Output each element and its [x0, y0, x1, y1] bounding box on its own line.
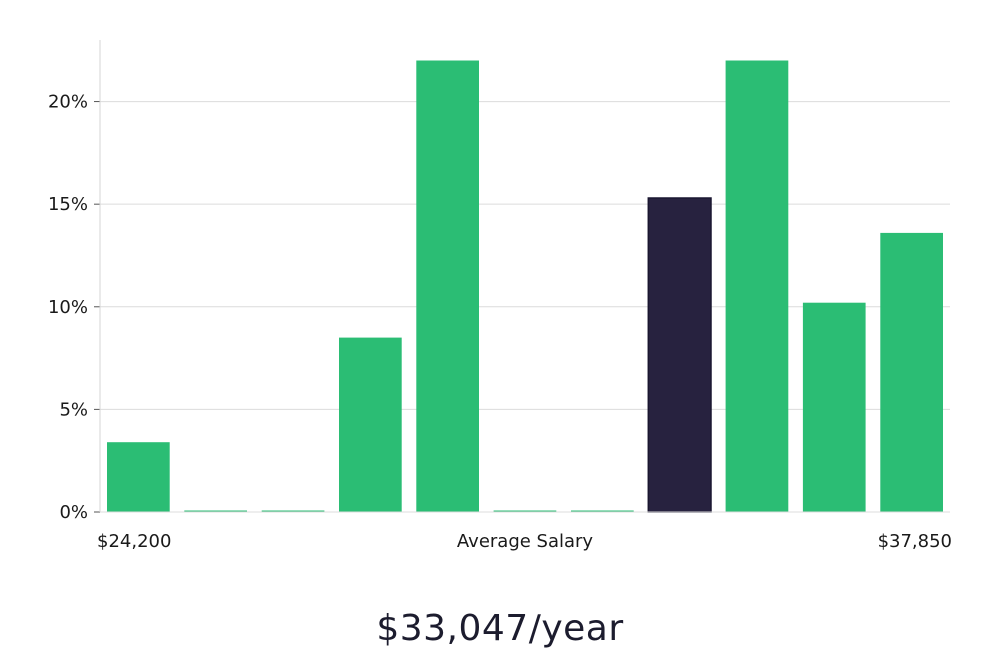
average-salary-value: $33,047/year [376, 608, 624, 649]
histogram-bar [571, 510, 634, 512]
histogram-bar [880, 232, 943, 512]
y-tick-label: 5% [59, 399, 88, 420]
histogram-bar [184, 510, 247, 512]
histogram-bars [107, 60, 943, 513]
x-axis-title: Average Salary [457, 531, 594, 552]
histogram-bar [725, 60, 789, 512]
histogram-bar [493, 510, 557, 512]
histogram-bar [261, 510, 325, 512]
histogram-bar-highlight [647, 197, 712, 513]
x-min-label: $24,200 [97, 531, 171, 552]
y-tick-label: 10% [48, 297, 88, 318]
histogram-bar [107, 442, 170, 512]
histogram-bar [339, 337, 402, 512]
y-tick-label: 0% [59, 502, 88, 523]
histogram-bar [802, 302, 866, 512]
salary-histogram-chart: 0% 5% 10% 15% 20% $24,200 Average Salary $37… [48, 40, 952, 552]
y-tick-label: 15% [48, 194, 88, 215]
y-tick-label: 20% [48, 92, 88, 113]
axes: 0% 5% 10% 15% 20% [48, 40, 950, 523]
x-max-label: $37,850 [878, 531, 952, 552]
histogram-bar [416, 60, 479, 512]
